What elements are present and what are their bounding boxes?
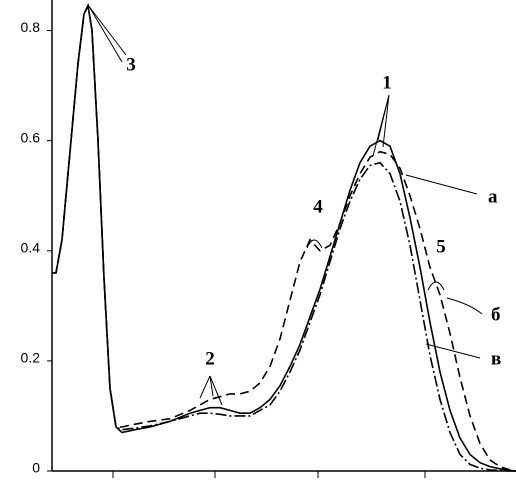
series-label: а (488, 186, 498, 207)
series-line (52, 3, 516, 472)
y-tick-label: 0.4 (21, 239, 41, 255)
leader-lines (87, 4, 483, 406)
x-tick-marks (112, 471, 426, 478)
series-label: б (491, 304, 501, 325)
y-tick-label: 0 (32, 460, 40, 476)
annotation: 5 (436, 236, 446, 257)
y-tick-label: 0.2 (21, 350, 41, 366)
series-line (52, 3, 516, 472)
y-tick-label: 0.6 (21, 129, 41, 145)
annotation: 2 (205, 348, 215, 369)
annotation: 3 (126, 54, 136, 75)
annotation: 4 (313, 196, 323, 217)
series-label: в (491, 348, 501, 369)
series-line (52, 3, 516, 472)
y-tick-label: 0.8 (21, 19, 41, 35)
annotation: 1 (382, 72, 392, 93)
